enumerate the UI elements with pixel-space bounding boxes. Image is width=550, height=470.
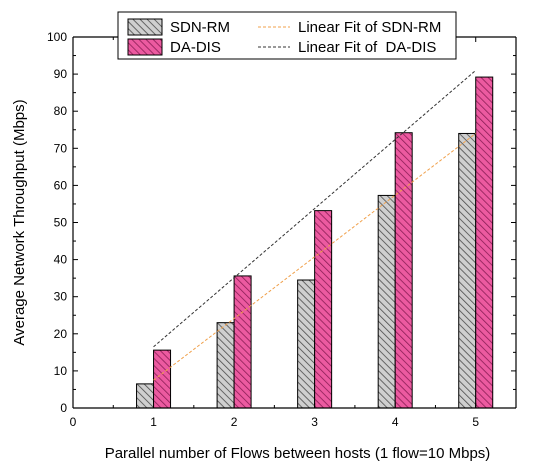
y-tick-label: 80 (54, 104, 68, 118)
bar-da-dis-5 (475, 76, 494, 409)
x-tick-label: 3 (311, 415, 318, 429)
bar-da-dis-2 (233, 275, 252, 409)
y-tick-label: 10 (54, 364, 68, 378)
legend: SDN-RM DA-DIS Linear Fit of SDN-RM Linea… (117, 11, 457, 60)
bar-sdn-rm-2 (216, 322, 235, 409)
bar-da-dis-1 (153, 349, 172, 409)
x-tick-label: 4 (392, 415, 399, 429)
bar-da-dis-4 (394, 132, 413, 409)
y-tick-label: 90 (54, 67, 68, 81)
legend-box (117, 11, 457, 60)
y-tick-label: 0 (60, 401, 67, 415)
y-tick-label: 60 (54, 178, 68, 192)
legend-label-fit-da-dis: Linear Fit of DA-DIS (298, 39, 436, 56)
bar-sdn-rm-1 (136, 383, 155, 409)
fit-lines (153, 70, 477, 381)
x-axis-title: Parallel number of Flows between hosts (… (105, 445, 491, 462)
legend-label-fit-sdn-rm: Linear Fit of SDN-RM (298, 19, 441, 36)
legend-swatch-sdn-rm (127, 18, 163, 36)
fit-line-1 (153, 70, 477, 348)
y-tick-label: 30 (54, 290, 68, 304)
bar-da-dis-3 (314, 210, 333, 409)
y-axis-title: Average Network Throughput (Mbps) (11, 99, 28, 345)
x-tick-label: 5 (472, 415, 479, 429)
x-tick-label: 1 (150, 415, 157, 429)
y-tick-label: 40 (54, 253, 68, 267)
bar-sdn-rm-4 (377, 194, 396, 409)
ticks: 0 10 20 30 40 50 60 70 80 90 100 0 1 2 3 4 5 (47, 30, 517, 429)
bar-sdn-rm-5 (458, 132, 477, 409)
x-tick-label: 0 (70, 415, 77, 429)
y-tick-label: 100 (47, 30, 67, 44)
legend-label-sdn-rm: SDN-RM (170, 19, 230, 36)
y-tick-label: 20 (54, 327, 68, 341)
fit-line-0 (153, 133, 477, 381)
bar-sdn-rm-3 (297, 279, 316, 409)
legend-label-da-dis: DA-DIS (170, 39, 221, 56)
x-tick-label: 2 (231, 415, 238, 429)
y-tick-label: 70 (54, 141, 68, 155)
y-tick-label: 50 (54, 216, 68, 230)
legend-swatch-da-dis (127, 38, 163, 56)
